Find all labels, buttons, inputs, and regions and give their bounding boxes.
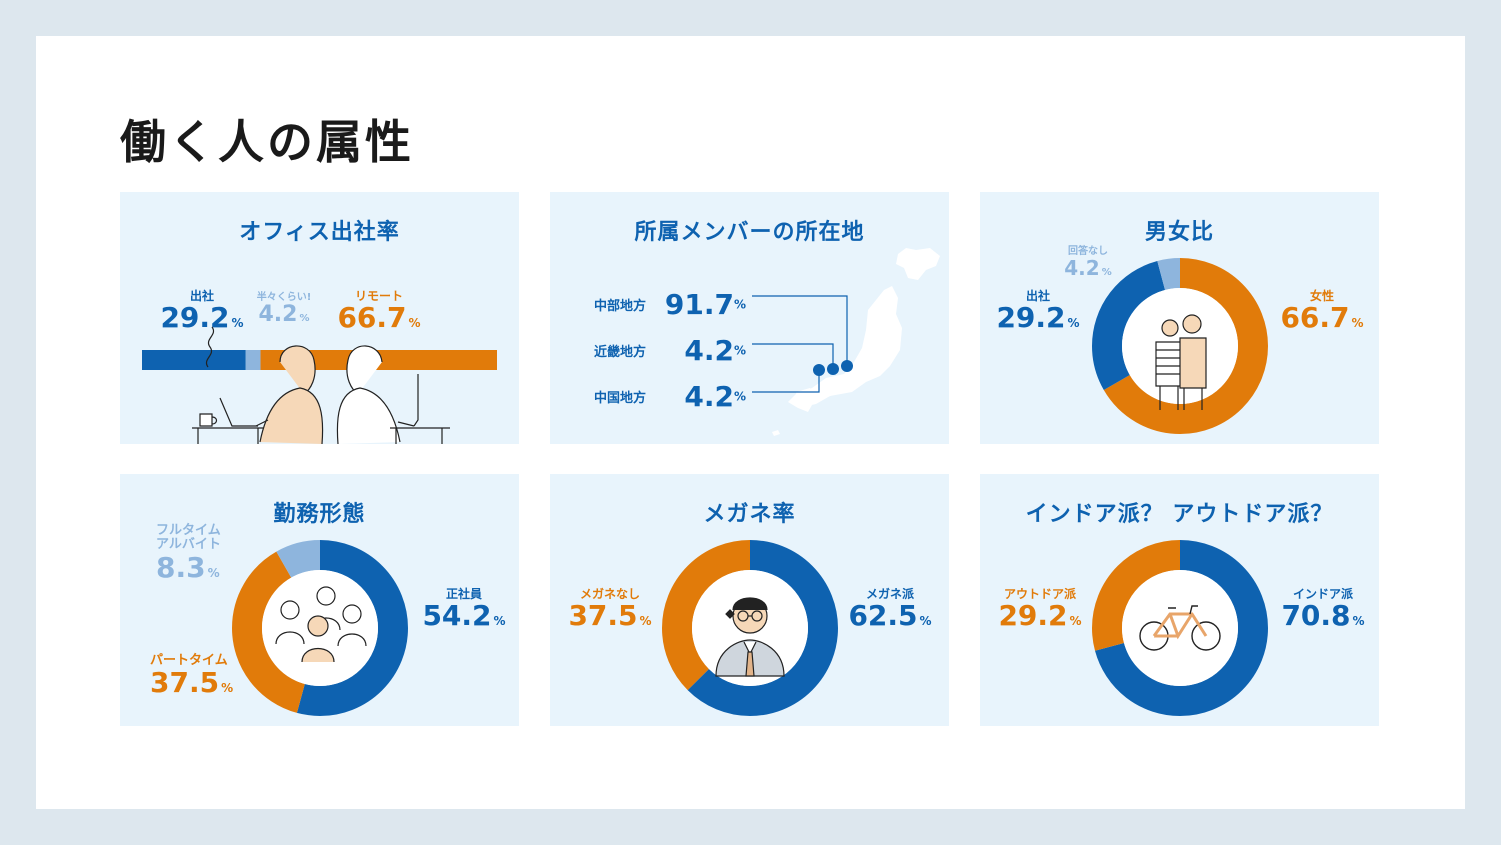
card-title: メガネ率	[703, 502, 796, 527]
leader-line-chubu	[752, 295, 848, 364]
card-title: 男女比	[1144, 220, 1214, 245]
region-kinki: 近畿地方 4.2%	[594, 334, 747, 367]
region-chugoku: 中国地方 4.2%	[594, 380, 747, 413]
label-indoor: インドア派 70.8%	[1281, 587, 1365, 633]
label-no-answer: 回答なし 4.2%	[1064, 246, 1112, 280]
label-glasses: メガネ派 62.5%	[848, 587, 932, 633]
donut-chart-gender	[1092, 258, 1268, 434]
bar-segment-1	[142, 350, 246, 370]
card-title: インドア派？ アウトドア派？	[1025, 502, 1334, 527]
family-illustration	[275, 586, 367, 663]
donut-slice-2	[232, 540, 408, 716]
label-no-glasses: メガネなし 37.5%	[568, 587, 652, 633]
stacked-bar-chart	[142, 326, 497, 444]
label-fulltime-parttimer: フルタイム アルバイト 8.3%	[156, 523, 221, 584]
marker-chugoku	[813, 364, 825, 376]
glasses-man-illustration	[715, 597, 785, 677]
office-illustration	[192, 326, 450, 444]
card-indoor-outdoor: インドア派？ アウトドア派？ アウトドア派 29.2% インドア派 70.8%	[980, 474, 1379, 726]
card-title: 勤務形態	[273, 502, 366, 527]
label-outdoor: アウトドア派 29.2%	[998, 587, 1082, 633]
label-parttime: パートタイム 37.5%	[150, 653, 234, 700]
card-member-location: 所属メンバーの所在地 中部地方 91.7% 近畿地方 4.2% 中国地方 4.2%	[550, 192, 949, 444]
donut-chart-employment	[232, 540, 408, 716]
marker-chubu	[841, 360, 853, 372]
donut-chart-glasses	[662, 540, 838, 716]
label-female: 女性 66.7%	[1280, 289, 1364, 335]
label-half: 半々くらい! 4.2%	[256, 292, 312, 327]
card-title: 所属メンバーの所在地	[634, 220, 865, 245]
bar-segment-2	[245, 350, 261, 370]
japan-map	[772, 248, 940, 436]
donut-slice-2	[662, 540, 838, 716]
label-gender-attend: 出社 29.2%	[996, 289, 1080, 335]
donut-slice-2	[1092, 258, 1268, 434]
label-regular: 正社員 54.2%	[422, 587, 506, 633]
region-leader-lines	[752, 295, 853, 393]
donut-chart-indoor-outdoor	[1092, 540, 1268, 716]
card-employment-type: 勤務形態 フルタイム アルバイト 8.3% パートタイム 37.5% 正社員 5…	[120, 474, 519, 726]
label-remote: リモート 66.7%	[337, 289, 421, 335]
marker-kinki	[827, 363, 839, 375]
card-title: オフィス出社率	[239, 220, 400, 245]
card-gender-ratio: 男女比 回答なし 4.2% 出社 29.2% 女性 66.7%	[980, 192, 1379, 444]
label-attend: 出社 29.2%	[160, 289, 244, 335]
donut-slice-3	[232, 540, 408, 716]
leader-line-chugoku	[752, 370, 820, 393]
donut-slice-3	[1092, 258, 1268, 434]
page-title: 働く人の属性	[120, 115, 414, 169]
region-chubu: 中部地方 91.7%	[594, 288, 747, 321]
card-glasses-rate: メガネ率 メガネなし 37.5% メガネ派 62.5%	[550, 474, 949, 726]
couple-illustration	[1155, 314, 1207, 410]
card-office-attendance: オフィス出社率 出社 29.2% 半々くらい! 4.2% リモート 66.7%	[120, 192, 519, 444]
leader-line-kinki	[752, 343, 834, 368]
donut-center	[1122, 570, 1238, 686]
bicycle-illustration	[1139, 605, 1221, 651]
donut-slice-2	[1092, 540, 1268, 716]
